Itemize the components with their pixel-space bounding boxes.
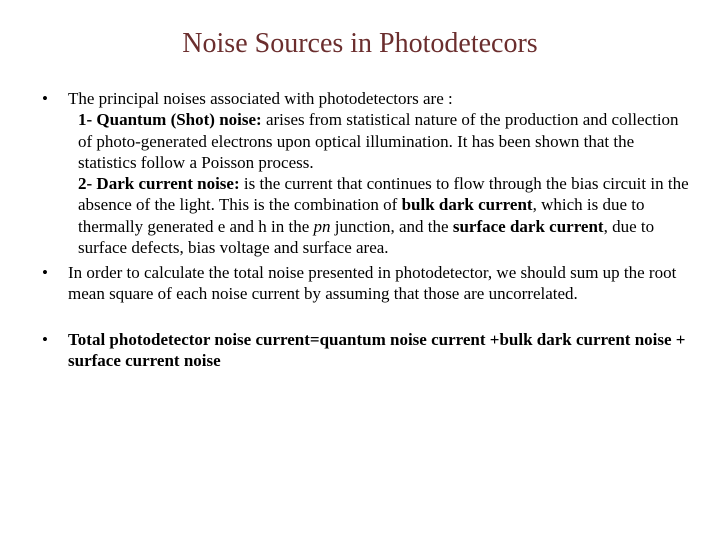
- sub-item: 1- Quantum (Shot) noise: arises from sta…: [68, 109, 690, 173]
- sub-item: 2- Dark current noise: is the current th…: [68, 173, 690, 258]
- bullet-lead: The principal noises associated with pho…: [68, 89, 453, 108]
- bullet-lead-bold: Total photodetector noise current=quantu…: [68, 330, 685, 370]
- bullet-item: Total photodetector noise current=quantu…: [30, 329, 690, 372]
- inline-bold: bulk dark current: [402, 195, 533, 214]
- sub-label: 2- Dark current noise:: [78, 174, 240, 193]
- bullet-item: In order to calculate the total noise pr…: [30, 262, 690, 305]
- spacer: [30, 309, 690, 329]
- sub-text: junction, and the: [331, 217, 453, 236]
- bullet-list: Total photodetector noise current=quantu…: [30, 329, 690, 372]
- inline-bold: surface dark current: [453, 217, 604, 236]
- sub-label: 1- Quantum (Shot) noise:: [78, 110, 262, 129]
- bullet-lead: In order to calculate the total noise pr…: [68, 263, 676, 303]
- slide-content: The principal noises associated with pho…: [30, 88, 690, 371]
- inline-italic: pn: [314, 217, 331, 236]
- slide-title: Noise Sources in Photodetecors: [30, 28, 690, 60]
- slide: Noise Sources in Photodetecors The princ…: [0, 0, 720, 540]
- bullet-list: The principal noises associated with pho…: [30, 88, 690, 305]
- bullet-item: The principal noises associated with pho…: [30, 88, 690, 258]
